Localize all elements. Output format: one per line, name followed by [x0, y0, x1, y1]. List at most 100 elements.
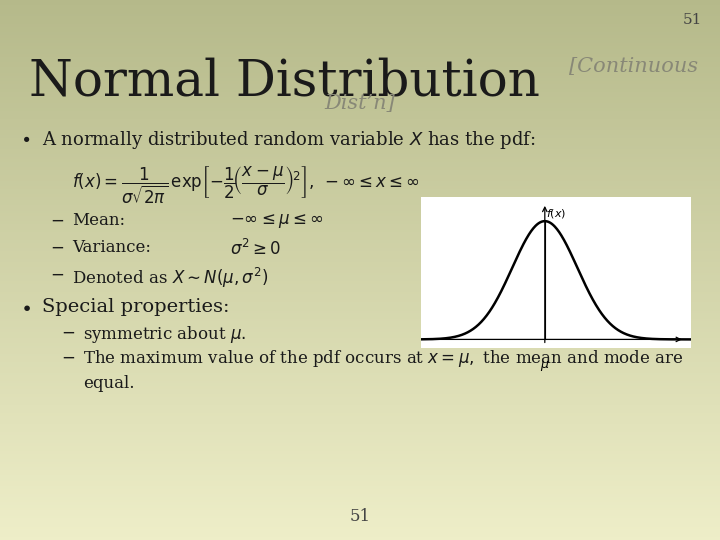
Bar	[0, 105, 720, 108]
Text: 51: 51	[683, 14, 702, 28]
Bar	[0, 243, 720, 246]
Bar	[0, 424, 720, 427]
Bar	[0, 170, 720, 173]
Bar	[0, 470, 720, 472]
Bar	[0, 16, 720, 19]
Text: The maximum value of the pdf occurs at $x = \mu,$ the mean and mode are: The maximum value of the pdf occurs at $…	[83, 348, 683, 369]
Bar	[0, 435, 720, 437]
Bar	[0, 208, 720, 211]
Text: $\bullet$: $\bullet$	[20, 298, 31, 316]
Bar	[0, 456, 720, 459]
Bar	[0, 103, 720, 105]
Bar	[0, 224, 720, 227]
Bar	[0, 130, 720, 132]
Bar	[0, 162, 720, 165]
Bar	[0, 437, 720, 440]
Bar	[0, 529, 720, 532]
Bar	[0, 408, 720, 410]
Bar	[0, 94, 720, 97]
Bar	[0, 240, 720, 243]
Bar	[0, 8, 720, 11]
Bar	[0, 367, 720, 370]
Bar	[0, 259, 720, 262]
Text: $f(x) = \dfrac{1}{\sigma\sqrt{2\pi}}\,\exp\!\left[-\dfrac{1}{2}\!\left(\dfrac{x-: $f(x) = \dfrac{1}{\sigma\sqrt{2\pi}}\,\e…	[72, 165, 420, 206]
Bar	[0, 389, 720, 392]
Bar	[0, 5, 720, 8]
Bar	[0, 49, 720, 51]
Bar	[0, 421, 720, 424]
Bar	[0, 518, 720, 521]
Text: $-$: $-$	[50, 212, 65, 228]
Bar	[0, 475, 720, 478]
Bar	[0, 230, 720, 232]
Bar	[0, 100, 720, 103]
Bar	[0, 221, 720, 224]
Bar	[0, 14, 720, 16]
Bar	[0, 351, 720, 354]
Bar	[0, 38, 720, 40]
Bar	[0, 364, 720, 367]
Bar	[0, 202, 720, 205]
Text: equal.: equal.	[83, 375, 135, 392]
Bar	[0, 472, 720, 475]
Bar	[0, 348, 720, 351]
Bar	[0, 383, 720, 386]
Bar	[0, 292, 720, 294]
Text: [Continuous: [Continuous	[570, 57, 698, 76]
Bar	[0, 76, 720, 78]
Bar	[0, 462, 720, 464]
Bar	[0, 319, 720, 321]
Bar	[0, 432, 720, 435]
Bar	[0, 173, 720, 176]
Bar	[0, 510, 720, 513]
Bar	[0, 127, 720, 130]
Bar	[0, 256, 720, 259]
Bar	[0, 491, 720, 494]
Bar	[0, 43, 720, 46]
Bar	[0, 483, 720, 486]
Bar	[0, 481, 720, 483]
Text: $\mu$: $\mu$	[540, 359, 549, 373]
Bar	[0, 521, 720, 524]
Bar	[0, 505, 720, 508]
Bar	[0, 40, 720, 43]
Text: $-$: $-$	[50, 266, 65, 282]
Bar	[0, 338, 720, 340]
Bar	[0, 140, 720, 143]
Bar	[0, 386, 720, 389]
Bar	[0, 375, 720, 378]
Bar	[0, 286, 720, 289]
Bar	[0, 235, 720, 238]
Bar	[0, 122, 720, 124]
Bar	[0, 186, 720, 189]
Bar	[0, 508, 720, 510]
Bar	[0, 397, 720, 400]
Bar	[0, 11, 720, 14]
Bar	[0, 194, 720, 197]
Bar	[0, 289, 720, 292]
Bar	[0, 65, 720, 68]
Bar	[0, 167, 720, 170]
Bar	[0, 329, 720, 332]
Bar	[0, 410, 720, 413]
Bar	[0, 281, 720, 284]
Bar	[0, 0, 720, 3]
Bar	[0, 216, 720, 219]
Bar	[0, 219, 720, 221]
Bar	[0, 310, 720, 313]
Bar	[0, 402, 720, 405]
Bar	[0, 467, 720, 470]
Bar	[0, 294, 720, 297]
Bar	[0, 440, 720, 443]
Bar	[0, 343, 720, 346]
Bar	[0, 73, 720, 76]
Bar	[0, 302, 720, 305]
Bar	[0, 362, 720, 364]
Bar	[0, 116, 720, 119]
Bar	[0, 54, 720, 57]
Bar	[0, 62, 720, 65]
Bar	[0, 418, 720, 421]
Bar	[0, 68, 720, 70]
Bar	[0, 486, 720, 489]
Bar	[0, 181, 720, 184]
